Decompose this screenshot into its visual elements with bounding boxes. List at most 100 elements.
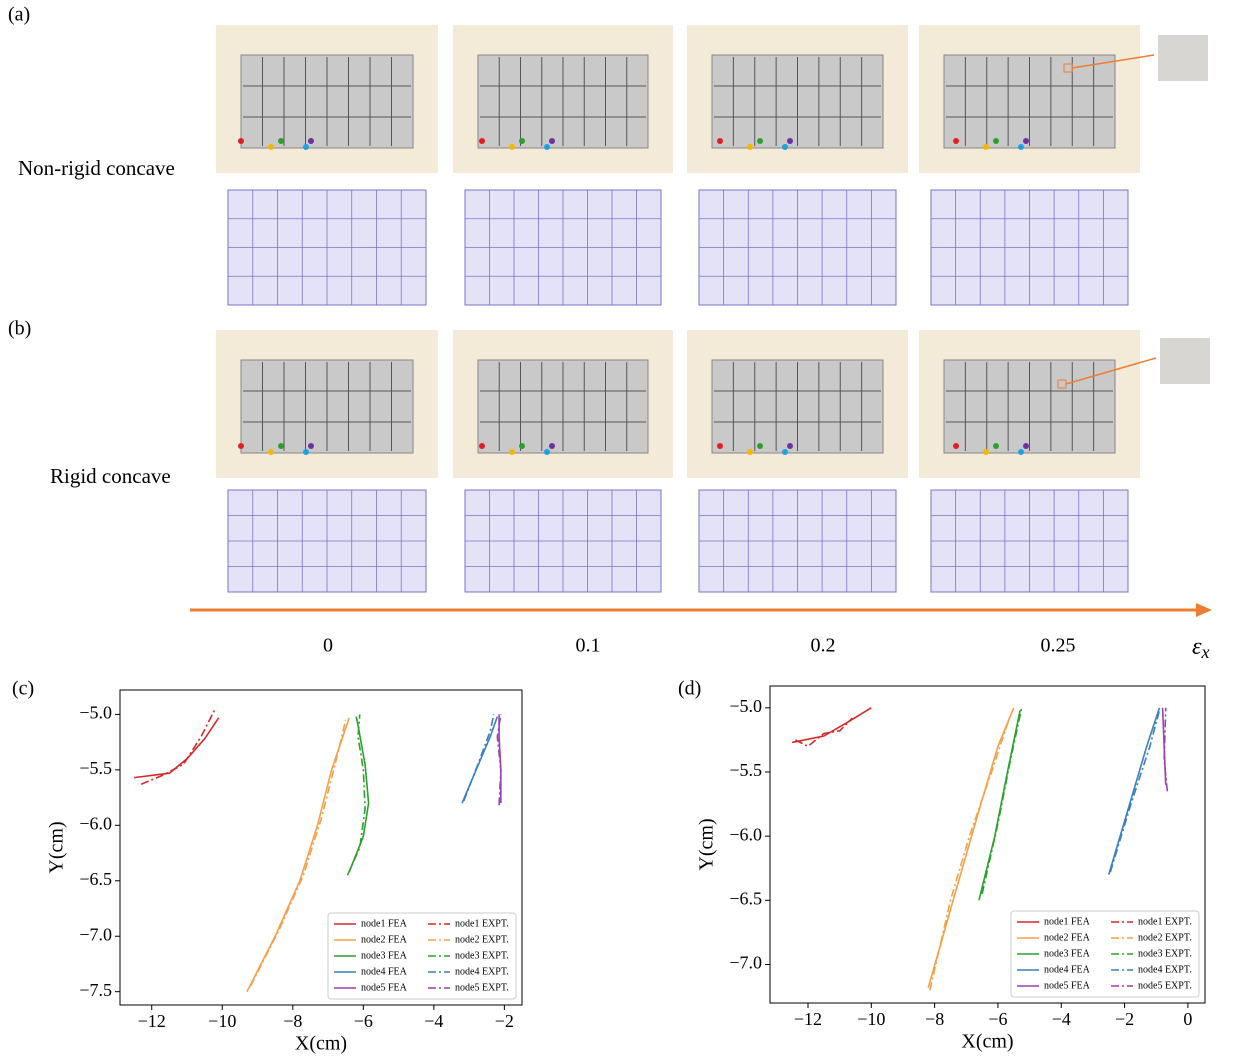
- y-tick-label: −5.0: [729, 696, 762, 716]
- legend-label: node4 EXPT.: [1138, 964, 1192, 975]
- x-tick-label: −8: [925, 1009, 944, 1029]
- x-tick-label: −10: [208, 1011, 236, 1031]
- node-dot: [308, 138, 314, 144]
- x-tick-label: −4: [424, 1011, 443, 1031]
- node-dot: [993, 443, 999, 449]
- panel-label: (c): [12, 678, 34, 700]
- legend-label: node2 FEA: [361, 934, 408, 945]
- strain-label: 0.25: [1041, 635, 1076, 657]
- series-line: [978, 710, 1021, 901]
- plot-frame: [119, 689, 523, 1006]
- node-dot: [787, 138, 793, 144]
- legend-label: node2 EXPT.: [1138, 932, 1192, 943]
- x-tick-label: −12: [794, 1009, 822, 1029]
- legend-label: node5 FEA: [361, 982, 408, 993]
- node-dot: [787, 443, 793, 449]
- subscript: x: [1200, 642, 1209, 662]
- y-tick-label: −5.0: [79, 703, 112, 723]
- series-line: [1107, 707, 1161, 875]
- inset: [1158, 35, 1208, 81]
- node-dot: [747, 144, 753, 150]
- node-dot: [1023, 138, 1029, 144]
- node-dot: [303, 144, 309, 150]
- node-dot: [757, 138, 763, 144]
- x-tick-label: −10: [857, 1009, 885, 1029]
- series-line: [929, 713, 1012, 991]
- y-tick-label: −6.5: [729, 888, 762, 908]
- legend-box: [327, 912, 517, 1000]
- y-tick-label: −6.0: [729, 824, 762, 844]
- node-dot: [747, 449, 753, 455]
- legend-label: node5 FEA: [1044, 980, 1091, 991]
- series-line: [496, 714, 502, 806]
- node-dot: [549, 138, 555, 144]
- node-dot: [479, 138, 485, 144]
- symbol: ε: [1192, 634, 1202, 660]
- node-dot: [544, 144, 550, 150]
- series-line: [927, 707, 1015, 988]
- row-label: Non-rigid concave: [18, 156, 175, 180]
- node-dot: [953, 443, 959, 449]
- strain-label: 0.2: [811, 635, 836, 657]
- panel-label: (b): [8, 318, 31, 340]
- series-line: [463, 714, 495, 802]
- panel-label: (d): [678, 678, 701, 700]
- node-dot: [509, 449, 515, 455]
- node-dot: [308, 443, 314, 449]
- legend-label: node3 FEA: [361, 950, 408, 961]
- x-tick-label: −12: [138, 1011, 166, 1031]
- row-label: Rigid concave: [50, 464, 171, 488]
- series-line: [792, 707, 872, 744]
- x-axis-label: X(cm): [961, 1031, 1013, 1053]
- node-dot: [1018, 144, 1024, 150]
- strain-label: 0.1: [576, 635, 601, 657]
- legend-label: node3 EXPT.: [1138, 948, 1192, 959]
- series-line: [346, 714, 366, 876]
- inset-pointer: [1065, 357, 1157, 385]
- y-tick-label: −6.5: [79, 869, 112, 889]
- node-dot: [757, 443, 763, 449]
- x-tick-label: −2: [495, 1011, 514, 1031]
- legend-label: node4 EXPT.: [455, 966, 509, 977]
- node-dot: [303, 449, 309, 455]
- strain-label: 0: [323, 635, 333, 657]
- node-dot: [717, 138, 723, 144]
- inset: [1160, 338, 1210, 384]
- series-line: [249, 719, 347, 987]
- node-dot: [953, 138, 959, 144]
- node-dot: [268, 144, 274, 150]
- x-tick-label: −2: [1115, 1009, 1134, 1029]
- series-line: [794, 717, 853, 748]
- plot-frame: [769, 685, 1206, 1004]
- series-line: [1163, 707, 1169, 792]
- legend-label: node3 FEA: [1044, 948, 1091, 959]
- series-line: [498, 714, 502, 804]
- legend-label: node1 FEA: [1044, 916, 1091, 927]
- legend-label: node1 FEA: [361, 918, 408, 929]
- y-tick-label: −5.5: [729, 760, 762, 780]
- node-dot: [782, 144, 788, 150]
- node-dot: [983, 449, 989, 455]
- node-dot: [717, 443, 723, 449]
- y-tick-label: −6.0: [79, 813, 112, 833]
- node-dot: [479, 443, 485, 449]
- y-axis-label: Y(cm): [696, 818, 718, 870]
- series-line: [461, 716, 499, 804]
- node-dot: [268, 449, 274, 455]
- legend-label: node5 EXPT.: [1138, 980, 1192, 991]
- node-dot: [1018, 449, 1024, 455]
- node-dot: [519, 138, 525, 144]
- legend-label: node1 EXPT.: [455, 918, 509, 929]
- node-dot: [509, 144, 515, 150]
- node-dot: [544, 449, 550, 455]
- x-tick-label: 0: [1183, 1009, 1192, 1029]
- node-dot: [782, 449, 788, 455]
- legend-label: node4 FEA: [361, 966, 408, 977]
- node-dot: [278, 443, 284, 449]
- legend-box: [1010, 910, 1200, 998]
- node-dot: [1023, 443, 1029, 449]
- series-line: [140, 708, 216, 786]
- series-line: [246, 717, 350, 993]
- y-axis-label: Y(cm): [46, 821, 68, 873]
- legend-label: node3 EXPT.: [455, 950, 509, 961]
